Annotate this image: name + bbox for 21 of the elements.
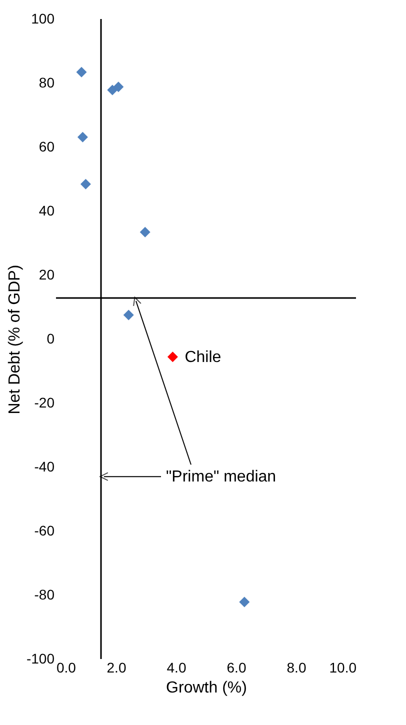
y-tick-label: -20 xyxy=(34,394,55,410)
y-axis-title: Net Debt (% of GDP) xyxy=(6,264,24,414)
x-axis-title: Growth (%) xyxy=(166,680,247,696)
series-label: Chile xyxy=(184,348,222,366)
y-tick-label: -100 xyxy=(26,650,55,666)
x-tick-label: 4.0 xyxy=(166,660,186,676)
y-tick-label: 0 xyxy=(46,330,55,346)
y-tick-label: 20 xyxy=(38,266,55,282)
y-tick-label: -40 xyxy=(34,458,55,474)
y-tick-label: 80 xyxy=(38,74,55,90)
annotation: "Prime" median xyxy=(166,468,276,486)
y-tick-label: 60 xyxy=(38,138,55,154)
x-tick-label: 2.0 xyxy=(106,660,126,676)
x-tick-label: 0.0 xyxy=(56,660,76,676)
x-tick-label: 6.0 xyxy=(226,660,246,676)
x-tick-label: 10.0 xyxy=(329,660,357,676)
x-tick-label: 8.0 xyxy=(286,660,306,676)
y-tick-label: 40 xyxy=(38,202,55,218)
y-tick-label: 100 xyxy=(31,10,55,26)
y-tick-label: -80 xyxy=(34,586,55,602)
y-tick-label: -60 xyxy=(34,522,55,538)
